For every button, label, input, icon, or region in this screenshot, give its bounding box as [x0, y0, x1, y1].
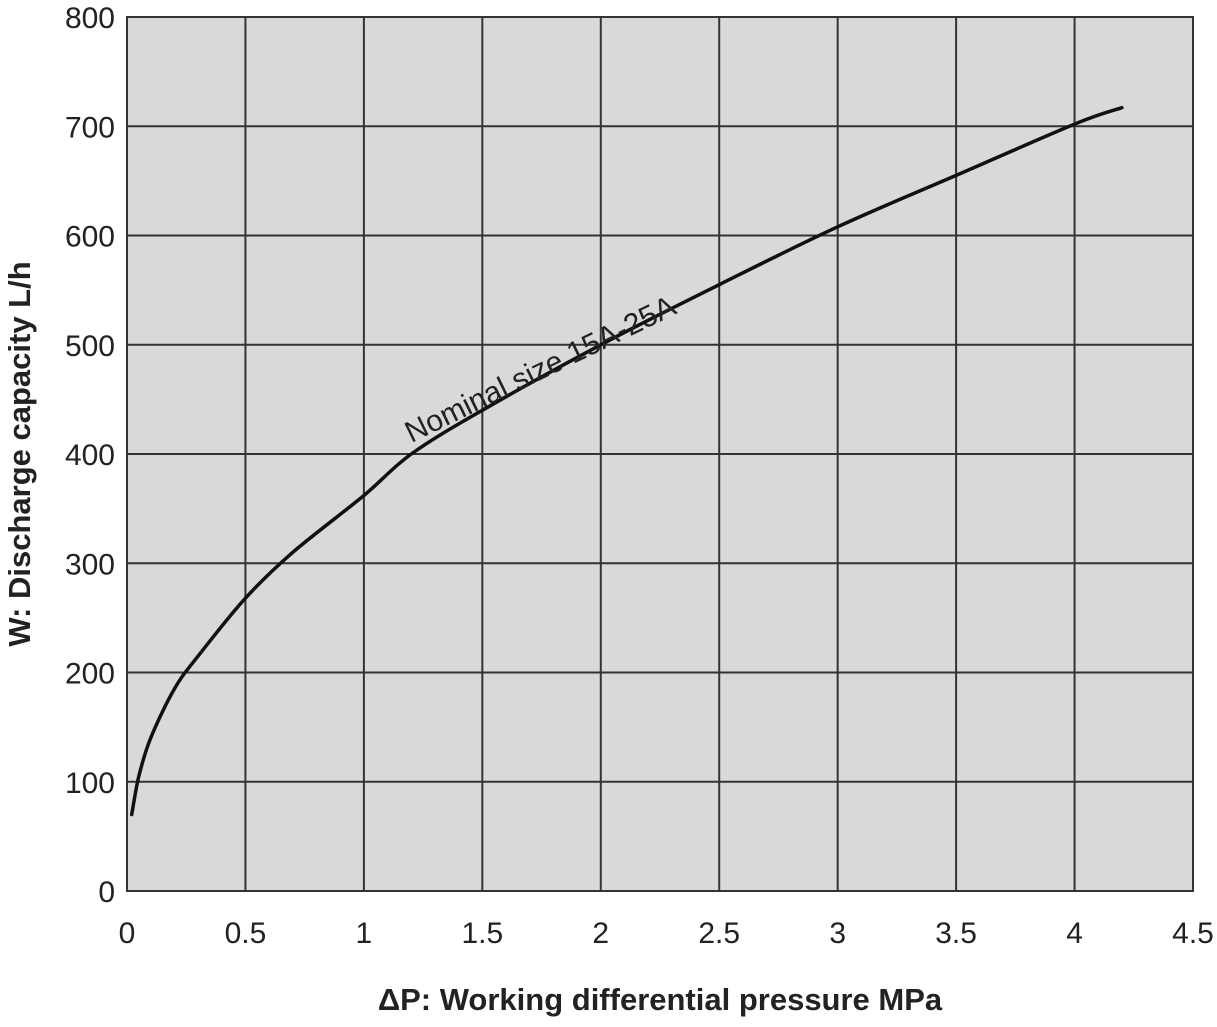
- y-tick-label: 600: [65, 221, 115, 254]
- x-axis-title: ΔP: Working differential pressure MPa: [378, 982, 943, 1017]
- series-line-nominal-size: [129, 105, 1124, 817]
- x-tick-label: 4: [1066, 917, 1083, 950]
- y-tick-label: 200: [65, 658, 115, 691]
- y-tick-label: 0: [98, 876, 115, 909]
- x-tick-label: 4.5: [1172, 917, 1214, 950]
- y-axis-title: W: Discharge capacity L/h: [2, 261, 37, 646]
- x-tick-labels: 0 0.5 1 1.5 2 2.5 3 3.5 4 4.5: [119, 917, 1214, 950]
- x-tick-label: 1: [356, 917, 373, 950]
- x-tick-label: 3.5: [935, 917, 977, 950]
- x-tick-label: 2: [592, 917, 609, 950]
- x-tick-label: 2.5: [698, 917, 740, 950]
- y-tick-label: 300: [65, 548, 115, 581]
- y-tick-label: 800: [65, 2, 115, 35]
- y-tick-labels: 0 100 200 300 400 500 600 700 800: [65, 2, 115, 909]
- x-tick-label: 0.5: [225, 917, 267, 950]
- y-tick-label: 700: [65, 111, 115, 144]
- x-tick-label: 3: [829, 917, 846, 950]
- x-tick-label: 1.5: [461, 917, 503, 950]
- x-tick-label: 0: [119, 917, 136, 950]
- grid-lines: [127, 17, 1193, 891]
- y-tick-label: 400: [65, 439, 115, 472]
- y-tick-label: 100: [65, 767, 115, 800]
- y-tick-label: 500: [65, 330, 115, 363]
